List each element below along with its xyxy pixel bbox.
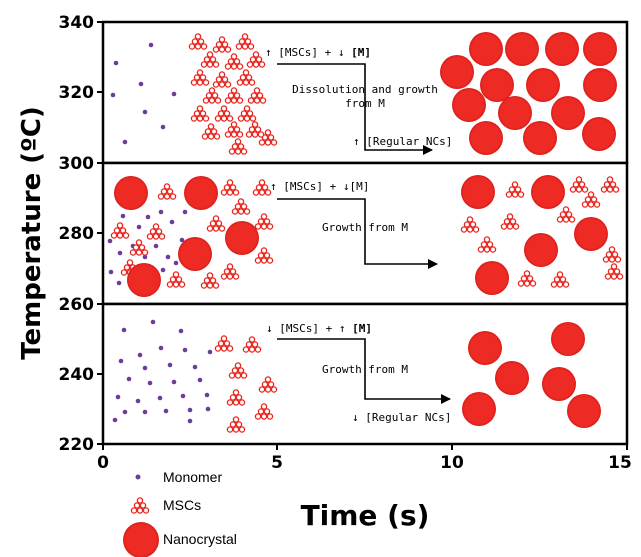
panel1-mechanism-line2: from M [345,97,385,110]
y-tick-label: 320 [59,83,95,103]
panel1-nanocrystals [440,32,617,155]
panel3-outcome: ↓ [Regular NCs] [352,411,451,424]
x-tick-label: 0 [97,453,109,473]
legend-monomer-marker [135,474,141,480]
legend: Monomer MSCs Nanocrystal [123,469,237,557]
x-tick-label: 5 [271,453,283,473]
y-axis [97,21,103,445]
panel3-species-label: ↓ [MSCs] + ↑ [M] [266,322,372,335]
y-tick-label: 340 [59,13,95,33]
panel1-mechanism-line1: Dissolution and growth [292,83,438,96]
panel3-nanocrystals [462,322,601,428]
legend-mscs-label: MSCs [163,497,201,513]
panel3-monomers [112,319,213,424]
x-tick-label: 15 [608,453,632,473]
y-tick-label: 280 [59,224,95,244]
panel2-mechanism-line1: Growth from M [322,221,408,234]
legend-nanocrystal-label: Nanocrystal [163,531,237,547]
legend-mscs-marker [130,497,150,514]
panel1-arrow [277,63,433,155]
panel1-monomers [110,42,177,145]
panel2-nanocrystals [114,175,608,297]
panel3-mechanism-line1: Growth from M [322,363,408,376]
x-tick-label: 10 [440,453,464,473]
y-tick-label: 240 [59,365,95,385]
panel2-species-label: ↑ [MSCs] + ↓[M] [270,180,369,193]
x-axis [102,444,628,450]
y-tick-label: 220 [59,435,95,455]
panel3-arrow [277,338,451,404]
panel2-arrow [277,198,438,269]
panel1-species-label: ↑ [MSCs] + ↓ [M] [265,46,371,59]
y-tick-label: 260 [59,295,95,315]
y-tick-label: 300 [59,154,95,174]
panel1-outcome: ↑ [Regular NCs] [353,135,452,148]
y-axis-title: Temperature (ºC) [17,106,47,360]
legend-monomer-label: Monomer [163,469,222,485]
x-axis-title: Time (s) [301,499,430,532]
panel2-monomers [107,209,188,286]
legend-nanocrystal-marker [123,522,159,557]
